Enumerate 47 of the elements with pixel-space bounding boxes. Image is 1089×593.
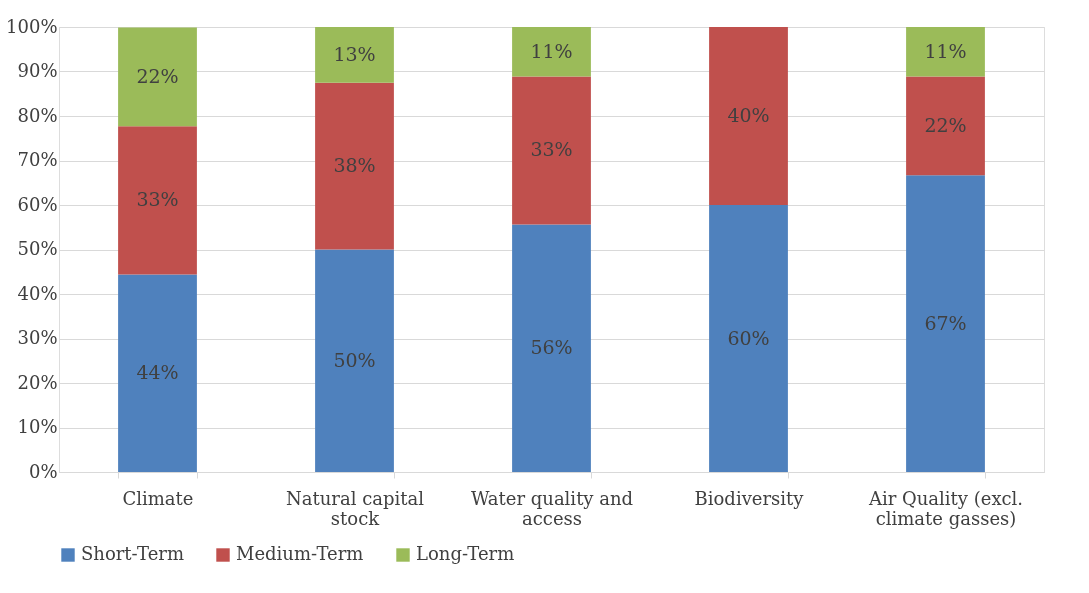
legend-label: Short-Term: [81, 543, 184, 564]
x-tick-label: Climate: [122, 487, 194, 509]
data-label: 60%: [727, 326, 770, 349]
y-tick-label: 60%: [17, 193, 58, 215]
data-label: 22%: [924, 113, 967, 136]
data-label: 67%: [924, 311, 967, 334]
bar: [906, 175, 985, 472]
bar: [118, 27, 197, 127]
legend-label: Medium-Term: [236, 543, 364, 564]
y-tick-label: 90%: [17, 60, 58, 81]
data-label: 40%: [727, 104, 770, 126]
legend-label: Long-Term: [416, 543, 515, 564]
y-tick-label: 40%: [17, 282, 58, 304]
x-tick-label: Air Quality (excl. climate gasses): [867, 487, 1024, 529]
y-tick-label: 0%: [28, 460, 58, 482]
y-tick-label: 10%: [17, 416, 58, 437]
y-tick-label: 30%: [17, 327, 58, 348]
data-label: 33%: [136, 188, 179, 211]
data-label: 33%: [530, 138, 573, 161]
data-label: 38%: [333, 154, 376, 177]
data-label: 11%: [924, 39, 967, 62]
data-label: 44%: [136, 361, 179, 384]
bar: [315, 27, 394, 83]
data-label: 13%: [333, 42, 376, 65]
bar: [315, 82, 394, 250]
y-tick-label: 80%: [17, 104, 58, 126]
y-tick-label: 70%: [17, 149, 58, 170]
y-tick-label: 100%: [6, 15, 58, 37]
x-tick-label: Natural capital stock: [286, 487, 425, 529]
bar: [906, 76, 985, 176]
bar: [512, 224, 591, 472]
data-label: 56%: [530, 336, 573, 359]
y-tick-label: 50%: [17, 238, 58, 259]
bar: [709, 27, 788, 205]
bar: [906, 27, 985, 77]
bar: [118, 274, 197, 472]
bar: [512, 76, 591, 225]
data-label: 50%: [333, 348, 376, 371]
data-label: 11%: [530, 39, 573, 62]
bar: [315, 249, 394, 472]
data-label: 22%: [136, 64, 179, 87]
bar: [118, 126, 197, 275]
x-tick-label: Water quality and access: [470, 487, 634, 529]
y-tick-label: 20%: [17, 371, 58, 393]
x-tick-label: Biodiversity: [694, 487, 805, 509]
bar: [512, 27, 591, 77]
bar: [709, 205, 788, 472]
